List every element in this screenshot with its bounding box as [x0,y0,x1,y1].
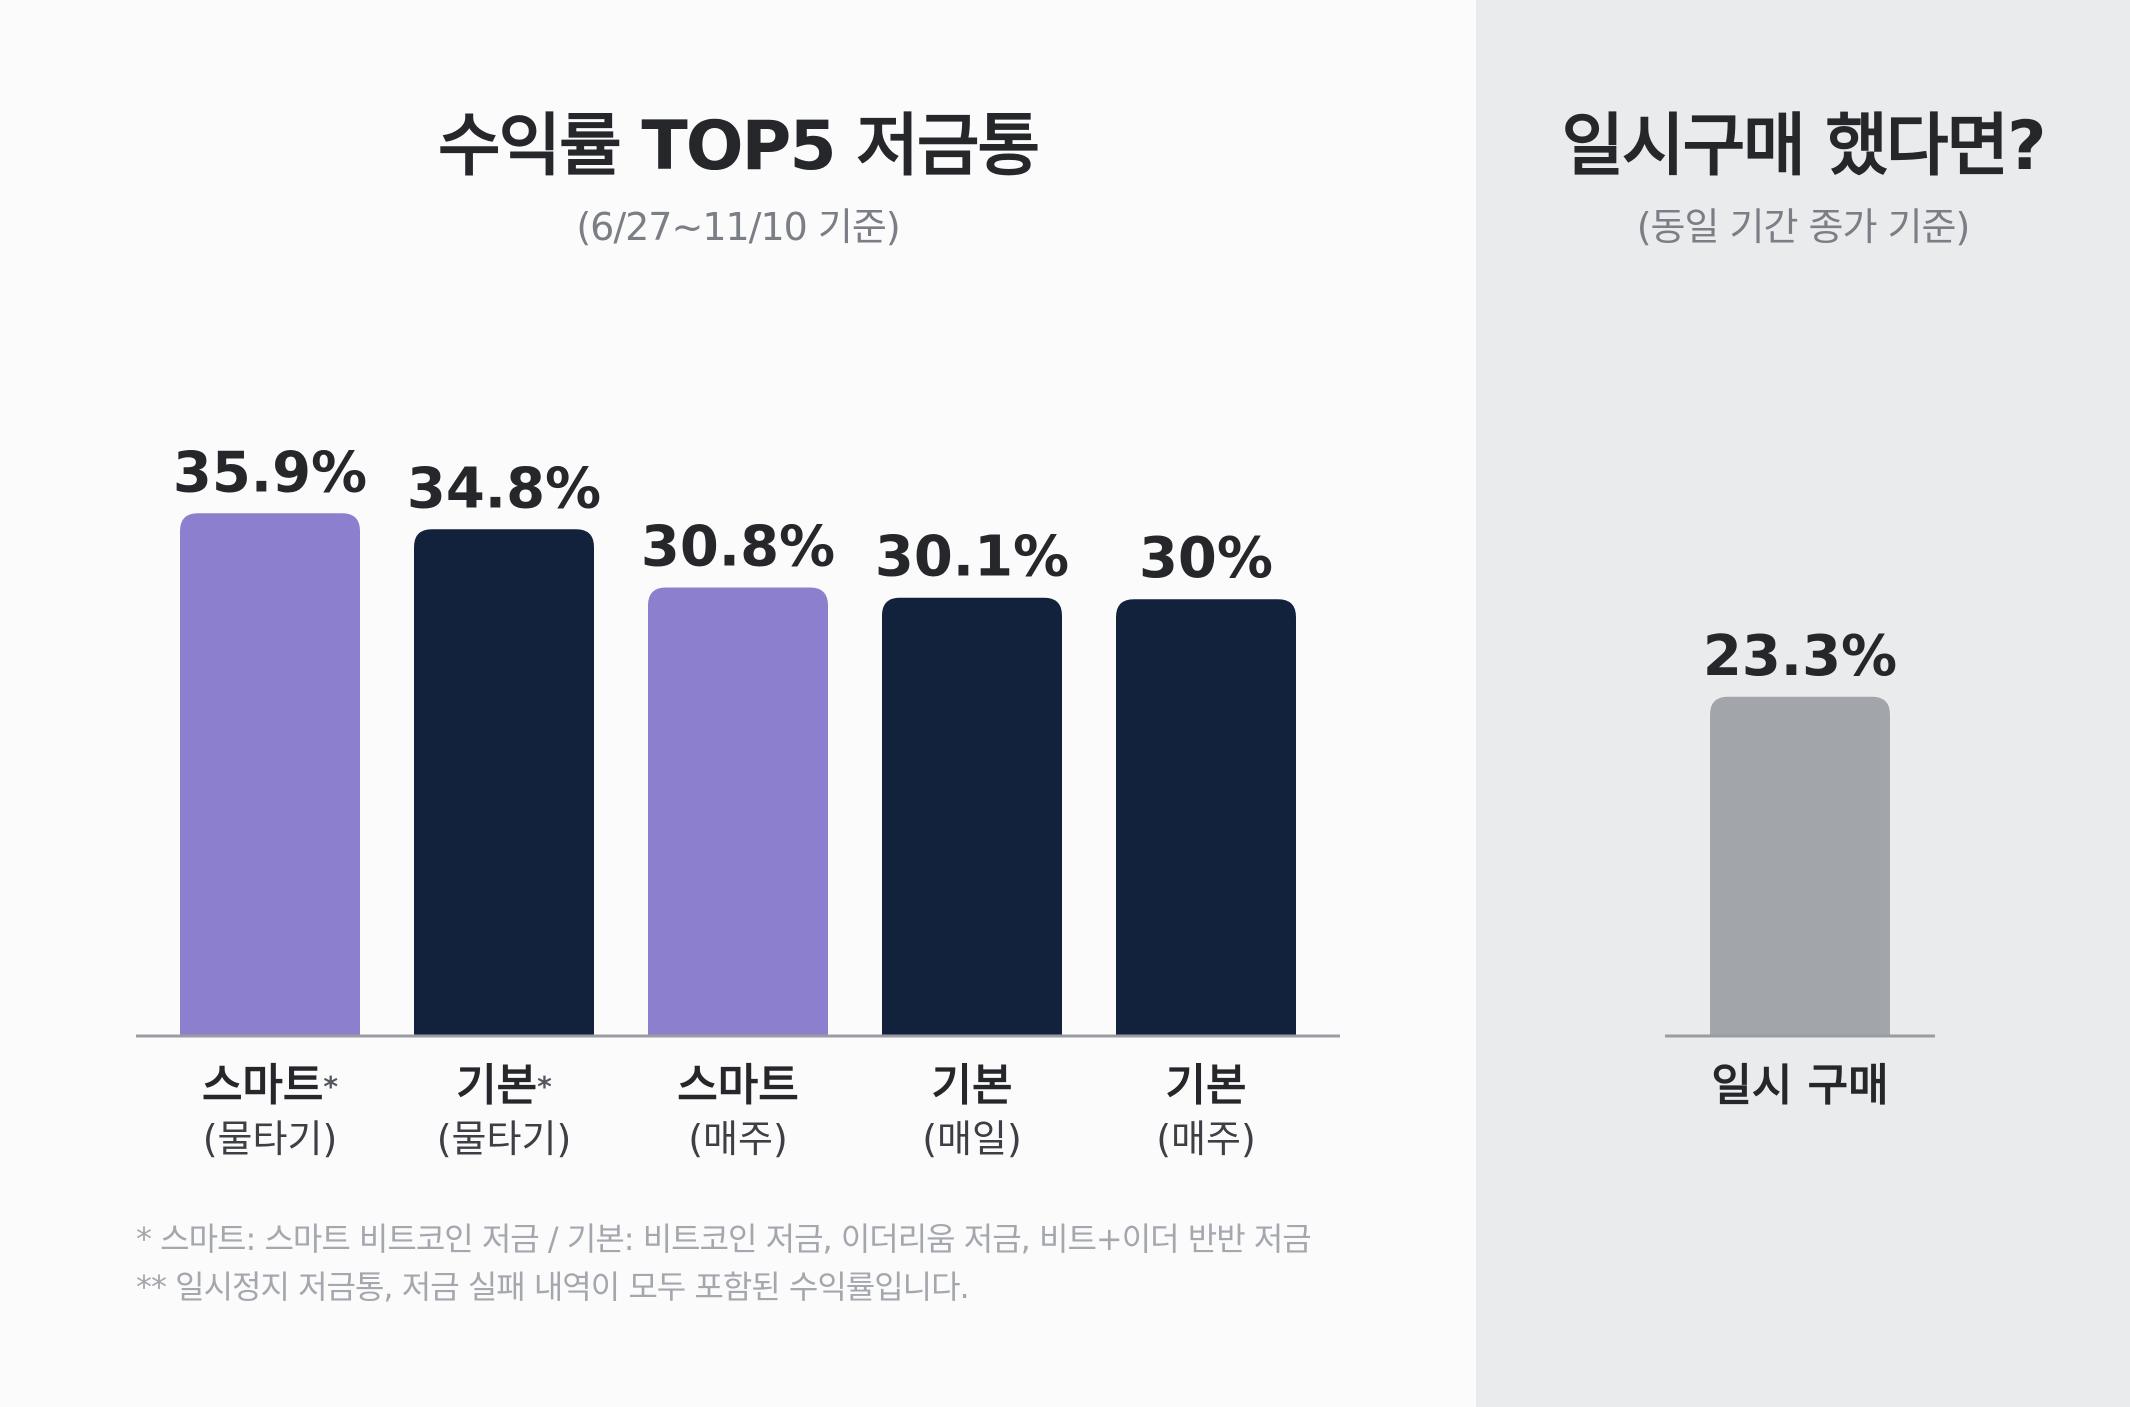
category-label-2: 기본* [456,1060,552,1111]
category-label-3: 스마트 [677,1060,798,1111]
bar-5 [1116,599,1296,1036]
comparison-title: 일시구매 했다면? [1561,107,2046,186]
footnote-1: * 스마트: 스마트 비트코인 저금 / 기본: 비트코인 저금, 이더리움 저… [136,1220,1312,1258]
category-label-4: 기본 [932,1060,1013,1111]
value-label-1: 35.9% [173,440,367,505]
comparison-subtitle: (동일 기간 종가 기준) [1636,205,1971,249]
value-label-4: 30.1% [875,525,1069,590]
bar-4 [882,597,1062,1036]
bar-2 [414,529,594,1036]
bar-3 [648,587,828,1036]
value-label-lump-sum: 23.3% [1703,624,1897,689]
chart-title: 수익률 TOP5 저금통 [437,107,1040,186]
category-label-5: 기본 [1166,1060,1247,1111]
category-label-lump-sum: 일시 구매 [1711,1060,1888,1111]
category-sublabel-4: (매일) [922,1117,1022,1161]
footnotes: * 스마트: 스마트 비트코인 저금 / 기본: 비트코인 저금, 이더리움 저… [136,1215,1456,1311]
value-label-2: 34.8% [407,456,601,521]
category-sublabel-5: (매주) [1156,1117,1256,1161]
category-sublabel-3: (매주) [688,1117,788,1161]
category-sublabel-1: (물타기) [203,1117,338,1161]
category-sublabel-2: (물타기) [437,1117,572,1161]
bar-lump-sum [1710,696,1890,1036]
value-label-3: 30.8% [641,515,835,580]
chart-subtitle: (6/27~11/10 기준) [576,205,900,249]
category-label-1: 스마트* [202,1060,338,1111]
bar-1 [180,513,360,1036]
footnote-2: ** 일시정지 저금통, 저금 실패 내역이 모두 포함된 수익률입니다. [136,1268,970,1306]
value-label-5: 30% [1139,526,1273,591]
